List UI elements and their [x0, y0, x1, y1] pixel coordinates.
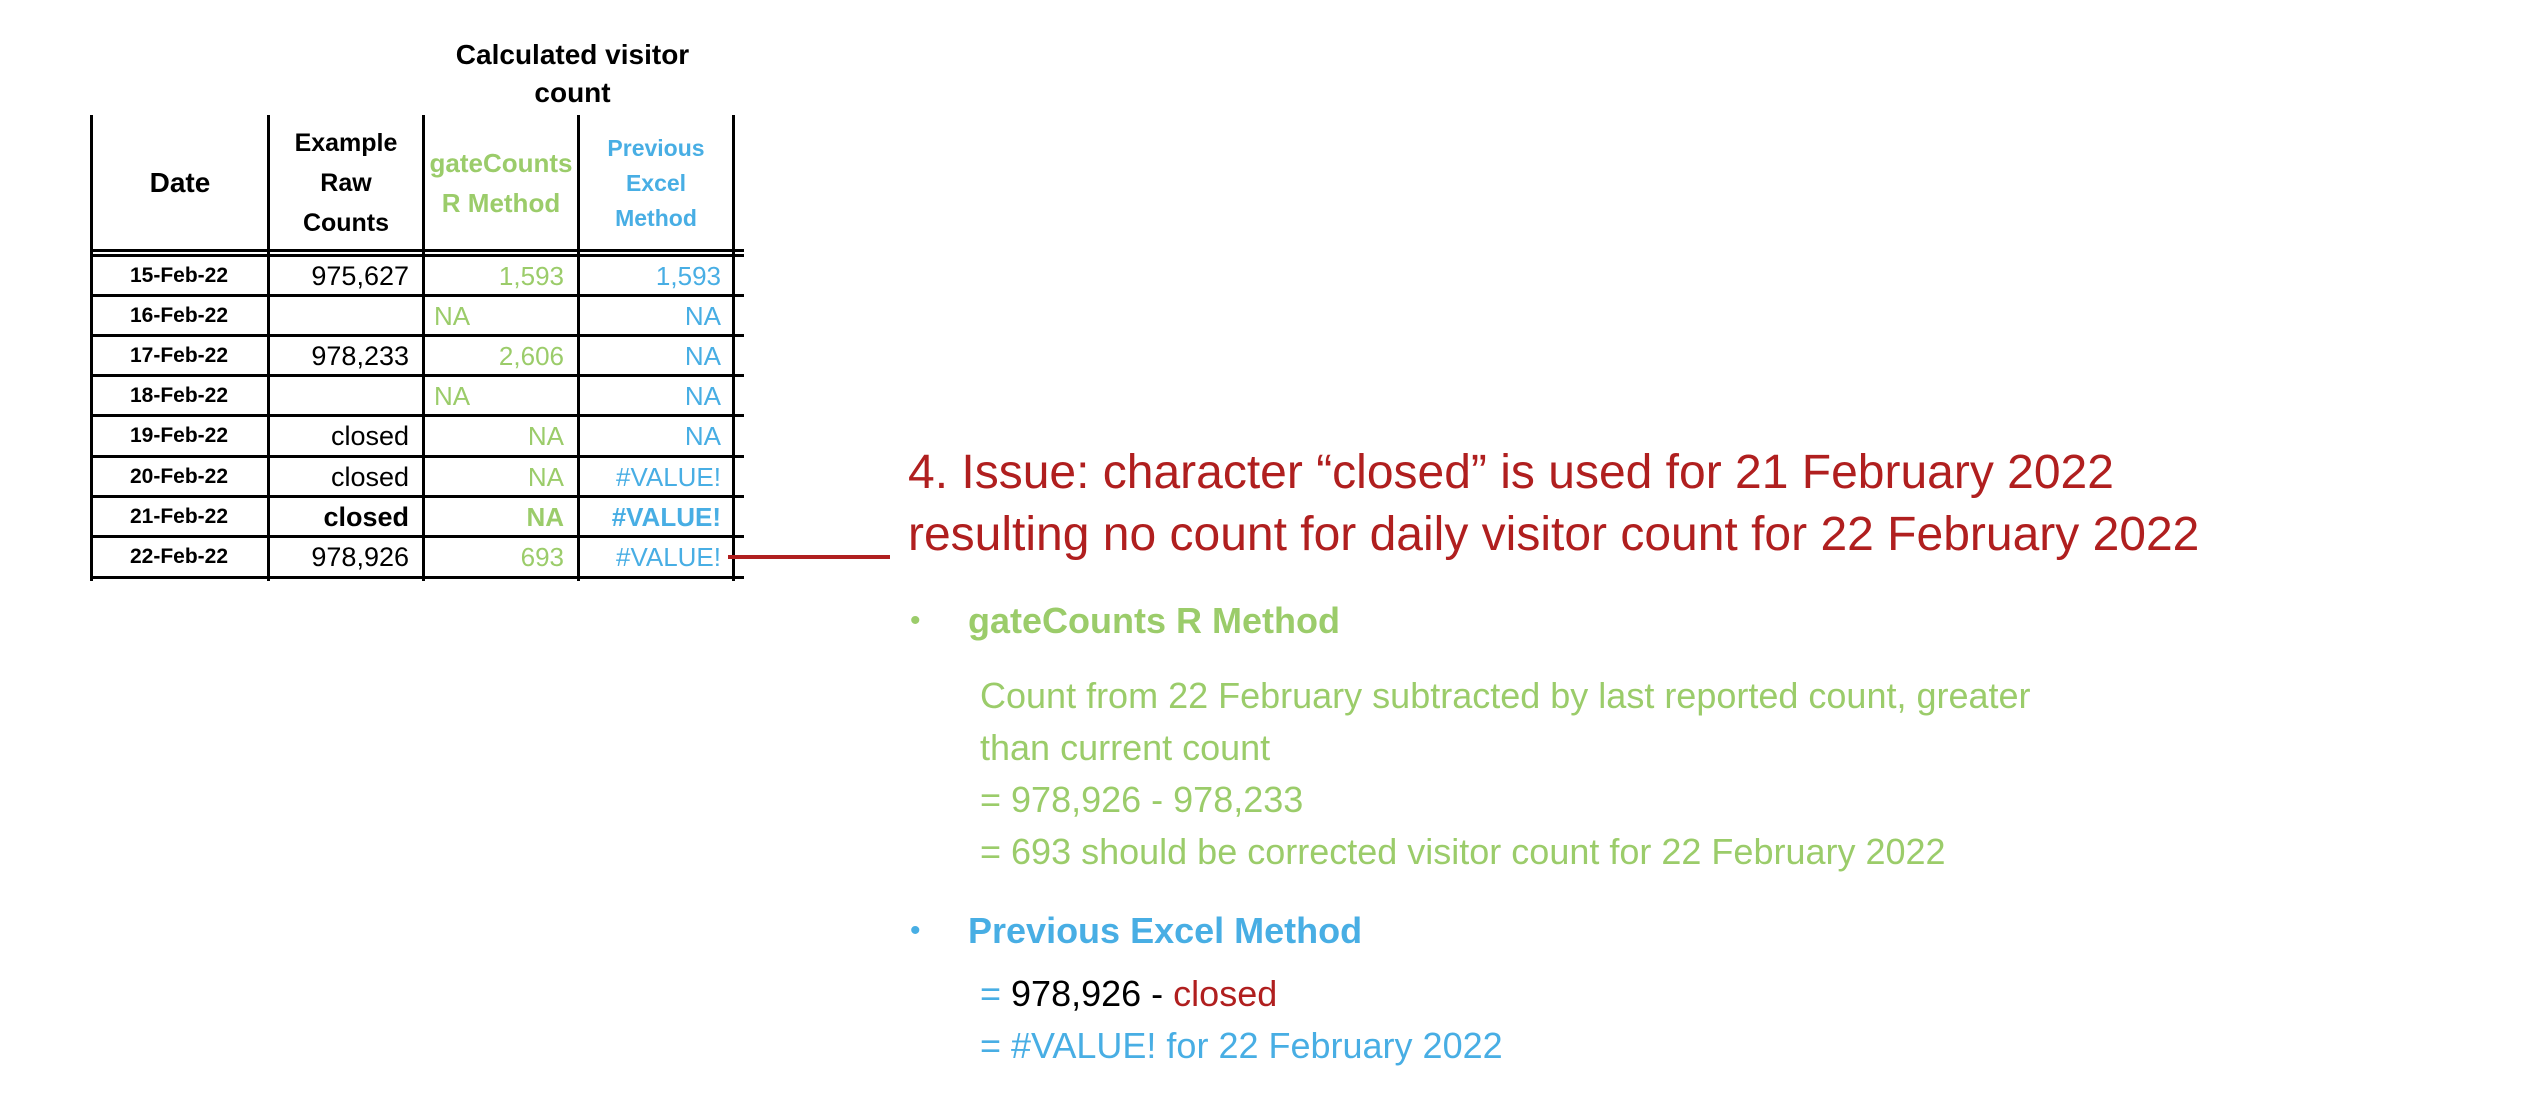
cell-excel-method: NA — [684, 421, 721, 451]
cell-r-method: 1,593 — [498, 261, 564, 291]
table-vline-left — [90, 115, 93, 581]
cell-date: 20-Feb-22 — [129, 465, 229, 488]
table-row-rule — [90, 535, 744, 538]
col-header-excel-line: Excel — [625, 169, 687, 196]
cell-excel-method: #VALUE! — [615, 462, 721, 492]
cell-raw-count: closed — [330, 462, 409, 492]
cell-date: 17-Feb-22 — [129, 344, 229, 367]
cell-r-method: NA — [434, 381, 471, 411]
cell-excel-method: #VALUE! — [615, 542, 721, 572]
cell-raw-count — [268, 296, 423, 336]
cell-raw-count: 975,627 — [311, 261, 409, 291]
callout-connector-line — [728, 555, 890, 559]
table-row-rule — [90, 414, 744, 417]
cell-r-method: 693 — [520, 542, 564, 572]
cell-date: 22-Feb-22 — [129, 545, 229, 568]
table-row-rule — [90, 374, 744, 377]
table-header-rule-1 — [90, 249, 744, 252]
excel-method-line-1: = 978,926 - closed — [980, 968, 2480, 1020]
col-header-r-line: gateCounts — [429, 148, 573, 178]
issue-heading-line: 4. Issue: character “closed” is used for… — [908, 446, 2114, 499]
section-title-excel-method: Previous Excel Method — [968, 910, 1363, 951]
cell-raw-count: 978,233 — [311, 341, 409, 371]
bullet-r-method: • — [910, 604, 921, 637]
excel-value: 978,926 — [1011, 973, 1142, 1014]
cell-date: 16-Feb-22 — [129, 304, 229, 327]
cell-excel-method: #VALUE! — [611, 502, 721, 532]
r-method-line: = 978,926 - 978,233 — [980, 779, 1304, 820]
section-title-r-method: gateCounts R Method — [968, 600, 1340, 641]
col-header-date-text: Date — [149, 167, 211, 198]
col-header-raw-counts: Example Raw Counts — [270, 118, 422, 248]
cell-excel-method: NA — [684, 381, 721, 411]
issue-heading-line: resulting no count for daily visitor cou… — [908, 508, 2200, 561]
r-method-line: = 693 should be corrected visitor count … — [980, 831, 1946, 872]
cell-date: 15-Feb-22 — [129, 264, 229, 287]
cell-r-method: NA — [527, 462, 564, 492]
r-method-line: than current count — [980, 727, 1271, 768]
cell-excel-method: NA — [684, 341, 721, 371]
cell-r-method: NA — [434, 301, 471, 331]
cell-date: 21-Feb-22 — [129, 505, 229, 528]
col-header-raw-line: Counts — [302, 209, 390, 237]
col-header-date: Date — [93, 118, 267, 248]
cell-r-method: NA — [527, 421, 564, 451]
cell-date: 18-Feb-22 — [129, 384, 229, 407]
table-row-rule — [90, 455, 744, 458]
table-vline-1 — [267, 115, 270, 581]
table-vline-2 — [422, 115, 425, 581]
cell-raw-count: closed — [330, 421, 409, 451]
col-header-excel-line: Previous — [607, 134, 705, 161]
excel-method-line-2: = #VALUE! for 22 February 2022 — [980, 1025, 1503, 1066]
table-vline-3 — [577, 115, 580, 581]
r-method-line: Count from 22 February subtracted by las… — [980, 675, 2031, 716]
cell-raw-count: 978,926 — [311, 542, 409, 572]
bullet-excel-method: • — [910, 914, 921, 947]
col-header-previous-excel-method: Previous Excel Method — [580, 118, 732, 248]
table-vline-right — [732, 115, 735, 581]
cell-r-method: 2,606 — [498, 341, 564, 371]
excel-method-explanation: = 978,926 - closed = #VALUE! for 22 Febr… — [980, 968, 2480, 1072]
r-method-explanation: Count from 22 February subtracted by las… — [980, 670, 2480, 878]
col-header-gatecounts-r-method: gateCounts R Method — [425, 118, 577, 248]
group-header-calculated-visitor-count: Calculated visitor count — [455, 39, 690, 108]
cell-excel-method: NA — [684, 301, 721, 331]
table-row-rule — [90, 294, 744, 297]
col-header-raw-line: Example — [294, 129, 398, 157]
issue-heading: 4. Issue: character “closed” is used for… — [908, 442, 2468, 566]
col-header-excel-line: Method — [615, 204, 697, 231]
cell-r-method: NA — [526, 502, 564, 532]
cell-raw-count — [268, 376, 423, 416]
cell-date: 19-Feb-22 — [129, 424, 229, 447]
excel-minus: - — [1141, 973, 1174, 1014]
table-row-rule — [90, 495, 744, 498]
cell-excel-method: 1,593 — [655, 261, 721, 291]
table-row-rule — [90, 334, 744, 337]
col-header-raw-line: Raw — [320, 169, 372, 197]
excel-closed: closed — [1173, 973, 1278, 1014]
table-bottom-rule — [90, 576, 744, 579]
table-header-rule-2 — [90, 254, 744, 257]
cell-raw-count: closed — [323, 502, 409, 532]
excel-eq: = — [980, 973, 1012, 1014]
col-header-r-line: R Method — [441, 188, 561, 218]
